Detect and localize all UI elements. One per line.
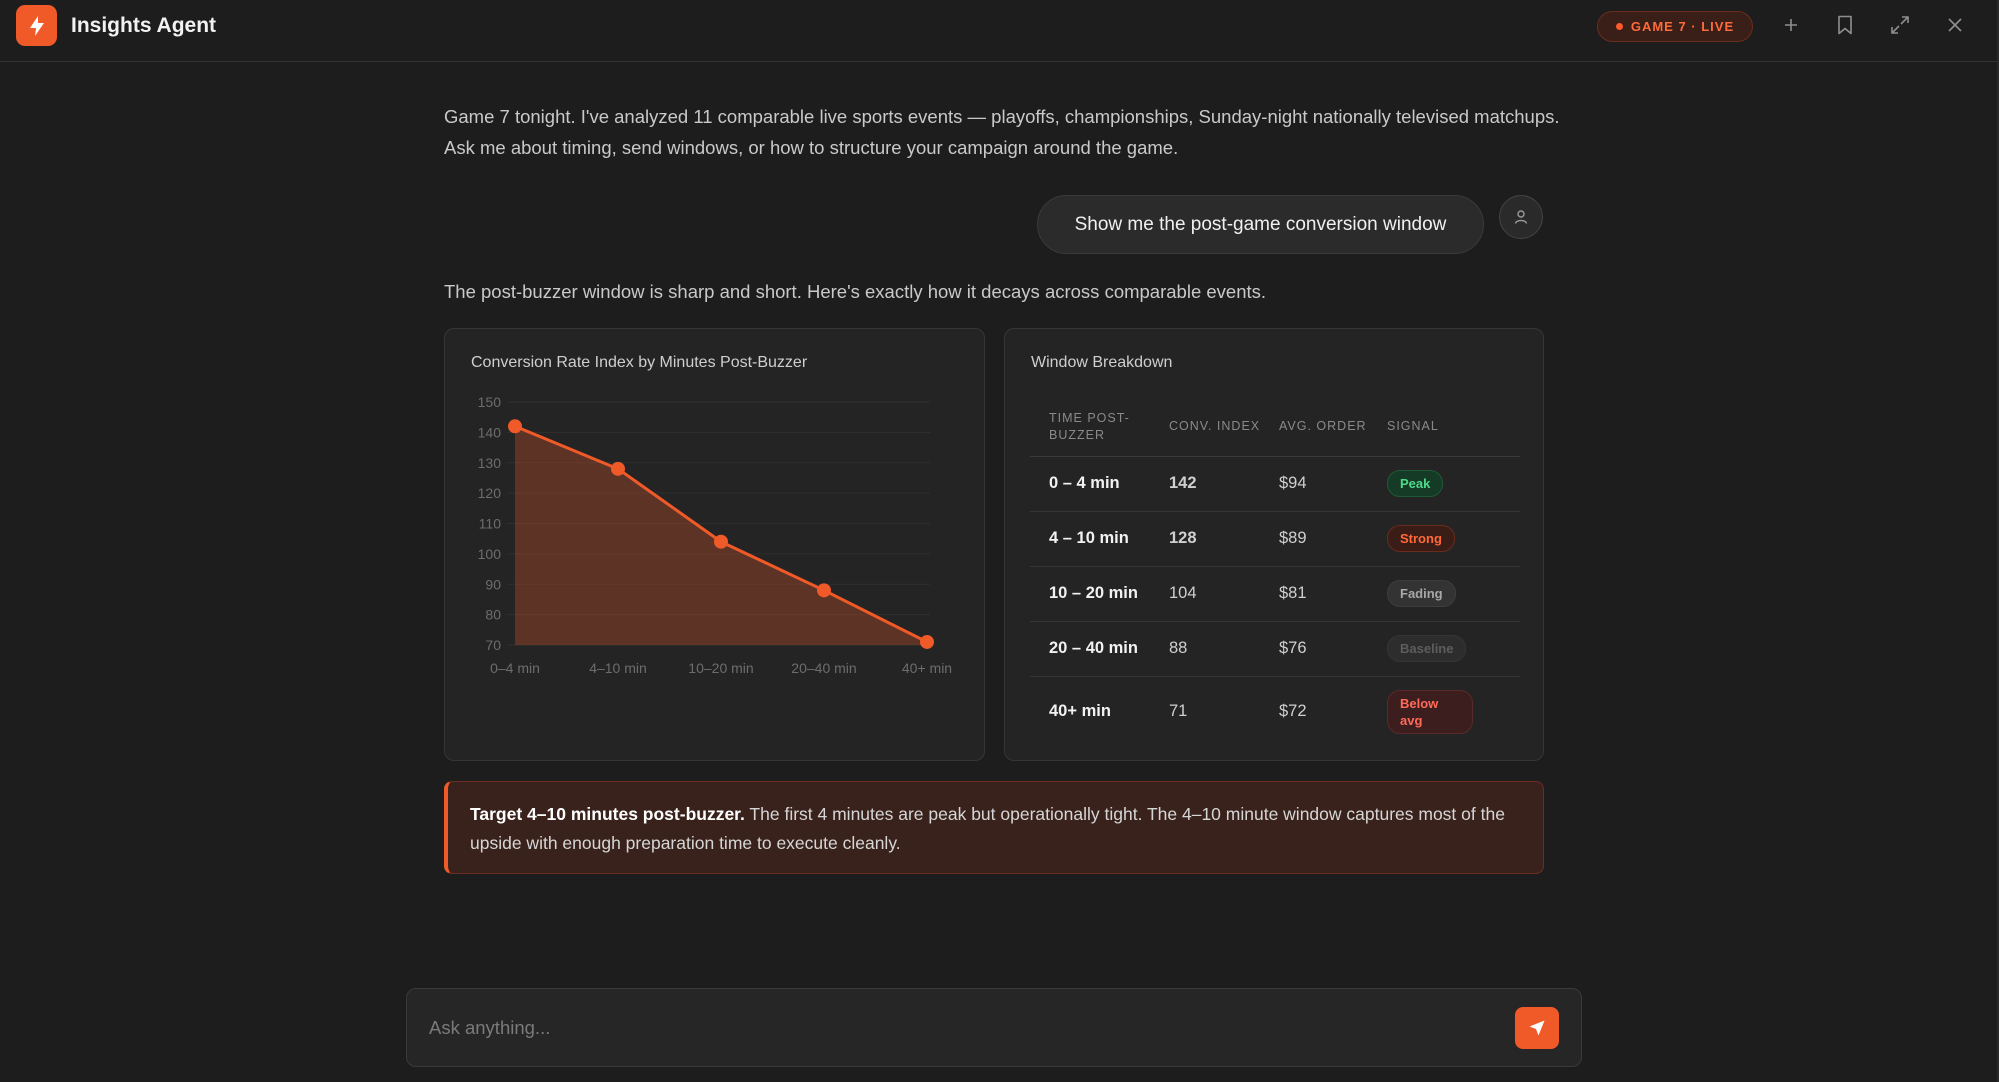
- col-order-header: AVG. ORDER: [1279, 398, 1387, 457]
- row-time: 4 – 10 min: [1030, 511, 1169, 567]
- x-tick-label: 0–4 min: [490, 660, 540, 676]
- assistant-reply-message: The post-buzzer window is sharp and shor…: [444, 281, 1267, 302]
- signal-badge-strong: Strong: [1387, 525, 1455, 552]
- bookmark-icon: [1838, 15, 1852, 35]
- user-message-text: Show me the post-game conversion window: [1074, 213, 1447, 235]
- row-order: $94: [1279, 456, 1387, 512]
- table-row: 40+ min 71 $72 Below avg: [1030, 676, 1520, 747]
- close-icon: [1948, 18, 1962, 32]
- y-tick-label: 110: [479, 516, 502, 532]
- expand-icon: [1891, 16, 1909, 34]
- send-button[interactable]: [1515, 1007, 1559, 1049]
- signal-badge-fading: Fading: [1387, 580, 1456, 607]
- row-index: 88: [1169, 621, 1279, 677]
- data-point: [611, 461, 625, 476]
- data-point: [817, 583, 831, 598]
- y-tick-label: 150: [478, 394, 502, 410]
- table-title: Window Breakdown: [1031, 354, 1173, 371]
- row-order: $72: [1279, 702, 1307, 721]
- x-tick-label: 10–20 min: [688, 660, 753, 676]
- callout-headline: Target 4–10 minutes post-buzzer.: [470, 804, 745, 824]
- live-badge-label: GAME 7 · LIVE: [1630, 19, 1735, 34]
- table-row: 10 – 20 min 104 $81 Fading: [1030, 566, 1520, 622]
- lightning-bolt-icon: [29, 15, 44, 36]
- chart-title: Conversion Rate Index by Minutes Post-Bu…: [471, 354, 808, 371]
- table-row: 0 – 4 min 142 $94 Peak: [1030, 456, 1520, 512]
- assistant-intro-message: Game 7 tonight. I've analyzed 11 compara…: [444, 106, 1560, 158]
- table-row: 20 – 40 min 88 $76 Baseline: [1030, 621, 1520, 677]
- row-index: 104: [1169, 566, 1279, 622]
- live-dot-icon: [1615, 23, 1623, 30]
- send-icon: [1529, 1020, 1545, 1036]
- x-tick-label: 40+ min: [902, 660, 952, 676]
- row-index: 71: [1169, 702, 1188, 721]
- row-index: 142: [1169, 456, 1279, 512]
- y-tick-label: 130: [478, 455, 502, 471]
- close-button[interactable]: [1942, 12, 1968, 38]
- window-breakdown-table: TIME POST-BUZZER CONV. INDEX AVG. ORDER …: [1030, 398, 1520, 747]
- row-order: $81: [1279, 566, 1387, 622]
- chart-card: Conversion Rate Index by Minutes Post-Bu…: [444, 328, 985, 761]
- data-point: [920, 634, 934, 649]
- x-tick-label: 20–40 min: [791, 660, 856, 676]
- row-time: 0 – 4 min: [1030, 456, 1169, 512]
- row-order: $76: [1279, 621, 1387, 677]
- header: Insights Agent GAME 7 · LIVE: [0, 0, 1997, 62]
- row-time: 40+ min: [1049, 702, 1111, 721]
- row-order: $89: [1279, 511, 1387, 567]
- row-time: 10 – 20 min: [1030, 566, 1169, 622]
- app-logo: [16, 5, 57, 46]
- x-tick-label: 4–10 min: [589, 660, 647, 676]
- y-tick-label: 120: [478, 485, 502, 501]
- signal-badge-below-avg: Below avg: [1387, 689, 1473, 734]
- callout-body: The first 4 minutes are peak but operati…: [470, 804, 1505, 853]
- chat-input[interactable]: [429, 1009, 1509, 1047]
- signal-badge-baseline: Baseline: [1387, 635, 1467, 662]
- bookmark-button[interactable]: [1832, 12, 1858, 38]
- y-tick-label: 100: [478, 546, 502, 562]
- col-time-header: TIME POST-BUZZER: [1030, 398, 1169, 457]
- signal-badge-peak: Peak: [1387, 470, 1444, 497]
- data-point: [714, 534, 728, 549]
- data-point: [508, 419, 522, 434]
- y-tick-label: 140: [478, 424, 502, 440]
- user-icon: [1514, 210, 1528, 224]
- new-chat-button[interactable]: [1778, 12, 1804, 38]
- row-index: 128: [1169, 511, 1279, 567]
- table-row: 4 – 10 min 128 $89 Strong: [1030, 511, 1520, 567]
- y-tick-label: 70: [485, 637, 501, 653]
- live-status-badge: GAME 7 · LIVE: [1597, 11, 1753, 42]
- composer: [406, 988, 1582, 1067]
- table-header-row: TIME POST-BUZZER CONV. INDEX AVG. ORDER …: [1030, 398, 1520, 457]
- user-message-bubble: Show me the post-game conversion window: [1037, 195, 1484, 254]
- conversion-area-chart: 70 80 90 100 110 120 130 140 150 0–4 min 4–10 min 1…: [478, 394, 952, 676]
- window-breakdown-card: Window Breakdown TIME POST-BUZZER CONV. …: [1004, 328, 1544, 761]
- row-time: 20 – 40 min: [1030, 621, 1169, 677]
- y-tick-label: 80: [485, 607, 501, 623]
- plus-icon: [1785, 19, 1797, 31]
- col-index-header: CONV. INDEX: [1169, 398, 1279, 457]
- expand-button[interactable]: [1887, 12, 1913, 38]
- y-tick-label: 90: [485, 576, 501, 592]
- col-signal-header: SIGNAL: [1387, 398, 1520, 457]
- recommendation-callout: Target 4–10 minutes post-buzzer. The fir…: [444, 781, 1544, 874]
- app-title: Insights Agent: [71, 14, 217, 37]
- user-avatar: [1499, 195, 1543, 239]
